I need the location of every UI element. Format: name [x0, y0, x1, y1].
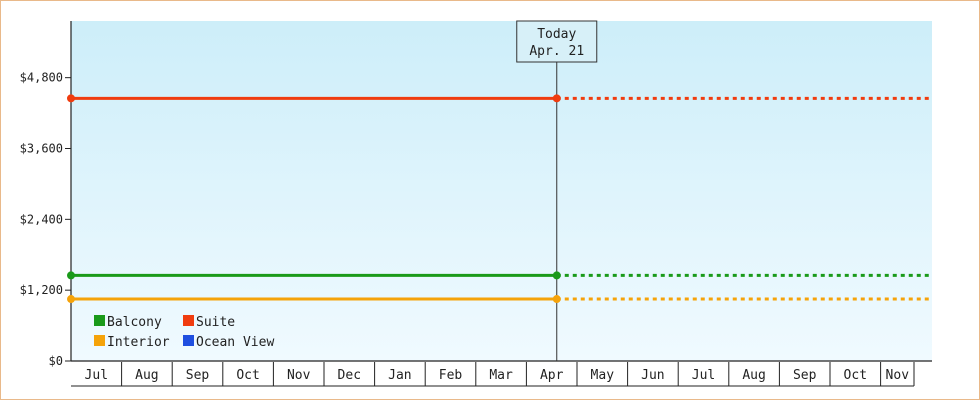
month-label: Apr	[540, 368, 564, 383]
legend-label-balcony: Balcony	[107, 315, 162, 330]
y-tick-label: $4,800	[20, 71, 63, 85]
plot-background	[71, 21, 932, 361]
month-label: Dec	[338, 368, 361, 383]
month-label: Jun	[641, 368, 664, 383]
legend-swatch-interior	[94, 335, 105, 346]
balcony-start-point	[67, 271, 75, 280]
interior-today-point	[552, 295, 561, 304]
month-label: Aug	[742, 368, 765, 383]
month-label: Nov	[886, 368, 910, 383]
month-label: Jan	[388, 368, 411, 383]
y-tick-label: $0	[49, 354, 63, 368]
month-label: May	[591, 368, 615, 383]
y-tick-label: $2,400	[20, 212, 63, 226]
month-label: Oct	[844, 368, 867, 383]
today-date: Apr. 21	[529, 44, 584, 59]
month-label: Jul	[85, 368, 108, 383]
month-label: Jul	[692, 368, 715, 383]
balcony-today-point	[552, 271, 561, 280]
month-label: Sep	[793, 368, 817, 383]
month-label: Sep	[186, 368, 210, 383]
interior-start-point	[67, 295, 75, 304]
suite-start-point	[67, 94, 75, 103]
legend-label-ocean-view: Ocean View	[196, 335, 274, 350]
y-tick-label: $3,600	[20, 142, 63, 156]
month-strip	[71, 362, 914, 386]
month-label: Feb	[439, 368, 463, 383]
month-label: Aug	[135, 368, 158, 383]
legend-label-interior: Interior	[107, 335, 170, 350]
legend-label-suite: Suite	[196, 315, 235, 330]
month-label: Oct	[236, 368, 259, 383]
suite-today-point	[552, 94, 561, 103]
legend-swatch-ocean-view	[183, 335, 194, 346]
today-label: Today	[537, 27, 576, 42]
y-tick-label: $1,200	[20, 283, 63, 297]
legend-swatch-balcony	[94, 315, 105, 326]
month-label: Nov	[287, 368, 311, 383]
legend-swatch-suite	[183, 315, 194, 326]
today-box	[516, 20, 598, 63]
month-label: Mar	[489, 368, 513, 383]
